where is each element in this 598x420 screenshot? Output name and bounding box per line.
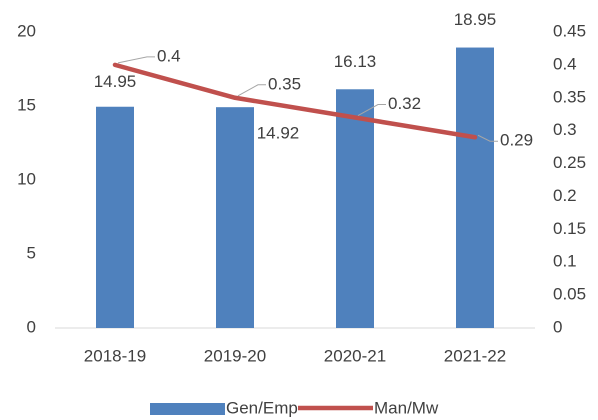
- data-label: 18.95: [454, 10, 497, 29]
- y2-tick-label: 0.45: [553, 21, 586, 40]
- y2-tick-label: 0.3: [553, 120, 577, 139]
- y2-tick-label: 0: [553, 317, 562, 336]
- data-label: 0.29: [500, 131, 533, 150]
- x-tick-label: 2021-22: [444, 346, 506, 365]
- y-tick-label: 20: [17, 21, 36, 40]
- legend-label: Man/Mw: [374, 398, 439, 417]
- bar: [216, 107, 254, 329]
- y-tick-label: 0: [27, 317, 36, 336]
- y-tick-label: 15: [17, 95, 36, 114]
- bar: [456, 47, 494, 328]
- y2-tick-label: 0.15: [553, 219, 586, 238]
- data-label: 0.35: [268, 74, 301, 93]
- y2-tick-label: 0.25: [553, 153, 586, 172]
- y2-tick-label: 0.1: [553, 252, 577, 271]
- x-tick-label: 2018-19: [84, 346, 146, 365]
- bar: [96, 106, 134, 329]
- data-label: 16.13: [334, 52, 377, 71]
- leader-line: [117, 56, 155, 64]
- y-tick-label: 10: [17, 169, 36, 188]
- data-label: 14.95: [94, 72, 137, 91]
- y-tick-label: 5: [27, 243, 36, 262]
- data-label: 0.4: [157, 46, 181, 65]
- x-tick-label: 2020-21: [324, 346, 386, 365]
- legend-label: Gen/Emp: [226, 398, 298, 417]
- legend-swatch: [150, 403, 225, 415]
- leader-line: [477, 134, 498, 142]
- y2-tick-label: 0.35: [553, 87, 586, 106]
- x-tick-label: 2019-20: [204, 346, 266, 365]
- y2-tick-label: 0.05: [553, 285, 586, 304]
- y2-tick-label: 0.2: [553, 186, 577, 205]
- line: [112, 62, 478, 140]
- y2-tick-label: 0.4: [553, 54, 577, 73]
- bar: [336, 89, 374, 328]
- data-label: 0.32: [388, 94, 421, 113]
- leader-line: [237, 84, 266, 97]
- data-label: 14.92: [257, 124, 300, 143]
- leader-line: [357, 104, 386, 116]
